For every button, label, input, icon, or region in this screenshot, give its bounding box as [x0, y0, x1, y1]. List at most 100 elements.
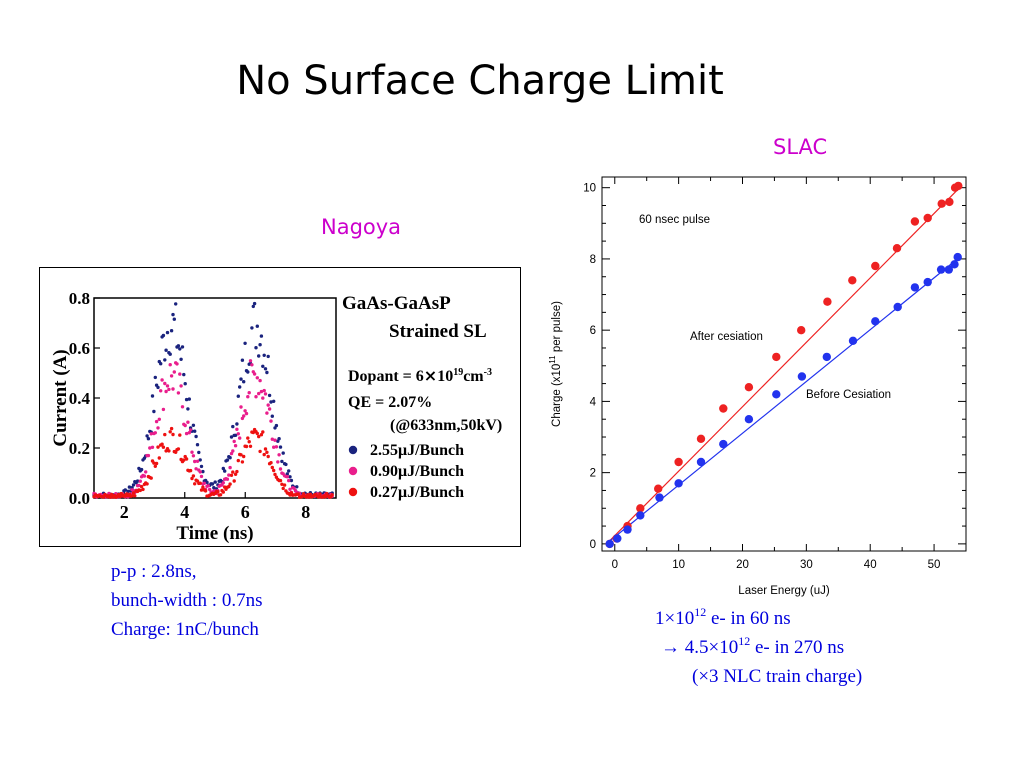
- slac-data-point: [954, 181, 963, 191]
- slac-data-point: [655, 493, 664, 502]
- slac-data-point: [772, 352, 781, 362]
- slac-x-axis-label: Laser Energy (uJ): [738, 585, 830, 597]
- nagoya-data-point: [194, 467, 198, 471]
- slac-data-point: [797, 372, 807, 381]
- nagoya-data-point: [180, 405, 185, 409]
- nagoya-data-point: [280, 482, 284, 486]
- nagoya-note-1: p-p : 2.8ns,: [111, 561, 197, 582]
- nagoya-x-tick-label: 8: [301, 502, 310, 522]
- nagoya-data-point: [243, 341, 247, 345]
- slac-y-label-sup: 11: [548, 355, 557, 364]
- slac-x-tick-label: 20: [736, 559, 749, 571]
- nagoya-data-point: [160, 442, 164, 446]
- nagoya-data-point: [285, 475, 289, 479]
- nagoya-data-point: [206, 484, 210, 488]
- nagoya-data-point: [156, 385, 160, 390]
- nagoya-data-point: [161, 445, 166, 449]
- nagoya-data-point: [221, 466, 225, 471]
- slac-data-point: [848, 276, 857, 285]
- slac-data-point: [871, 317, 880, 326]
- nagoya-data-point: [287, 478, 291, 483]
- slac-data-point: [950, 260, 959, 269]
- nagoya-data-point: [190, 476, 194, 481]
- dopant-sup1: 19: [453, 367, 463, 378]
- nagoya-data-point: [153, 464, 157, 468]
- nagoya-data-point: [183, 382, 187, 386]
- nagoya-data-point: [242, 380, 246, 384]
- nagoya-data-point: [261, 396, 265, 400]
- nagoya-data-point: [139, 467, 144, 472]
- nagoya-data-point: [227, 473, 231, 477]
- slac-data-point: [696, 434, 706, 443]
- nagoya-data-point: [280, 459, 284, 464]
- nagoya-data-point: [154, 461, 159, 466]
- slac-data-point: [696, 457, 706, 467]
- slac-data-point: [848, 336, 858, 345]
- nagoya-label: Nagoya: [321, 215, 402, 239]
- nagoya-data-point: [195, 459, 200, 463]
- nagoya-data-point: [138, 488, 142, 493]
- slac-data-point: [636, 504, 645, 513]
- nagoya-data-point: [221, 481, 225, 485]
- nagoya-data-point: [156, 426, 160, 430]
- dopant-sup2: -3: [484, 367, 492, 378]
- nagoya-data-point: [262, 452, 266, 457]
- nagoya-data-point: [258, 449, 262, 454]
- nagoya-data-point: [252, 372, 257, 376]
- slac-chart: 0 10 20 30 40 50 0 2 4 6 8 10 60 nsec pulse After c…: [548, 176, 967, 597]
- nagoya-data-point: [190, 450, 194, 454]
- slac-data-point: [923, 277, 932, 287]
- nagoya-data-point: [183, 423, 187, 428]
- nagoya-y-axis-label: Current (A): [50, 349, 71, 446]
- nagoya-data-point: [191, 474, 196, 478]
- nagoya-data-point: [198, 470, 202, 474]
- nagoya-data-point: [235, 469, 239, 474]
- nagoya-data-point: [269, 419, 273, 423]
- nagoya-data-point: [199, 464, 204, 469]
- nagoya-data-point: [270, 414, 274, 418]
- nagoya-data-point: [278, 445, 283, 449]
- slac-data-point: [744, 415, 754, 424]
- nagoya-data-point: [251, 430, 255, 435]
- nagoya-data-point: [248, 444, 253, 448]
- nagoya-data-point: [263, 392, 268, 396]
- nagoya-data-point: [193, 482, 197, 486]
- nagoya-data-point: [223, 469, 227, 473]
- nagoya-data-point: [227, 484, 231, 489]
- nagoya-data-point: [228, 465, 232, 470]
- dopant-part-b: 10: [437, 368, 453, 385]
- nagoya-data-point: [235, 427, 239, 431]
- nagoya-data-point: [169, 426, 174, 431]
- nagoya-data-point: [281, 486, 285, 491]
- nagoya-data-point: [167, 449, 171, 453]
- nagoya-data-point: [188, 468, 193, 473]
- nagoya-y-tick-label: 0.6: [69, 339, 90, 358]
- slac-y-tick-label: 6: [590, 325, 596, 337]
- nagoya-data-point: [157, 417, 161, 421]
- slac-note-3: (×3 NLC train charge): [692, 666, 863, 687]
- nagoya-data-point: [274, 445, 279, 449]
- slac-x-tick-label: 0: [612, 559, 618, 571]
- slac-data-point: [923, 213, 932, 223]
- before-cesiation-annotation: Before Cesiation: [806, 389, 891, 401]
- nagoya-data-point: [213, 480, 217, 484]
- nagoya-data-point: [187, 431, 191, 435]
- nagoya-data-point: [171, 387, 175, 391]
- slac-data-point: [823, 297, 832, 306]
- nagoya-data-point: [176, 447, 181, 451]
- nagoya-data-point: [262, 353, 266, 357]
- nagoya-chart-frame: [39, 267, 521, 547]
- nagoya-data-point: [243, 409, 247, 413]
- slide-title: No Surface Charge Limit: [236, 58, 724, 104]
- nagoya-data-point: [330, 493, 334, 497]
- nagoya-data-point: [153, 431, 157, 435]
- nagoya-data-point: [101, 495, 106, 499]
- nagoya-data-point: [269, 461, 273, 465]
- nagoya-data-point: [228, 482, 232, 486]
- nagoya-data-point: [119, 491, 123, 496]
- nagoya-data-point: [199, 488, 204, 492]
- nagoya-data-point: [257, 354, 261, 358]
- qe-condition-label: (@633nm,50kV): [390, 417, 502, 434]
- nagoya-data-point: [255, 324, 259, 328]
- nagoya-data-point: [238, 385, 242, 389]
